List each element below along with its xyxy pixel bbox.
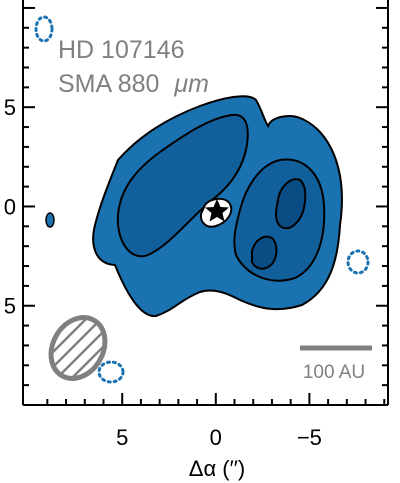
x-axis-label: Δα (′′) (189, 456, 245, 481)
negative-contour-right (348, 251, 368, 273)
beam-ellipse (30, 285, 130, 388)
left-blob (46, 213, 54, 227)
y-tick-label: 5 (4, 294, 16, 319)
annotation-target: HD 107146 (58, 36, 184, 64)
scale-bar-label: 100 AU (303, 362, 365, 383)
negative-contour-bottom-left (99, 362, 123, 382)
annotation-instrument-prefix: SMA 880 (58, 70, 159, 98)
x-tick-label: −5 (297, 425, 322, 450)
x-tick-label: 0 (210, 425, 222, 450)
y-tick-label: 5 (4, 95, 16, 120)
annotation-instrument-unit: μm (173, 70, 209, 98)
y-tick-label: 0 (4, 194, 16, 219)
x-tick-label: 5 (116, 425, 128, 450)
annotation-instrument: SMA 880 μm (58, 70, 209, 98)
negative-contour-top-left (36, 17, 52, 41)
